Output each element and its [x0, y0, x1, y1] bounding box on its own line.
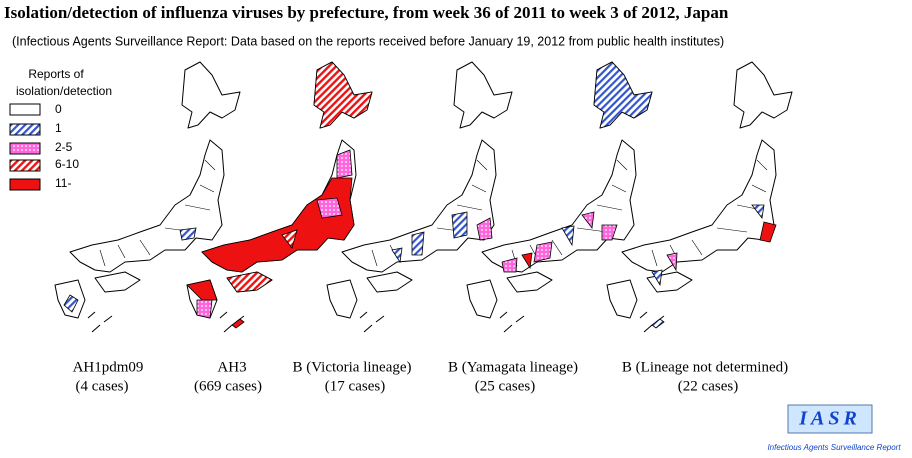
prefecture-fill: [759, 221, 777, 243]
logo: IASR Infectious Agents Surveillance Repo…: [767, 404, 901, 452]
map-cases: (4 cases): [76, 378, 129, 394]
map-label: AH1pdm09: [73, 359, 144, 375]
japan-map: [466, 61, 653, 333]
prefecture-fill: [651, 318, 665, 329]
legend-swatch: [9, 178, 41, 191]
logo-text: IASR: [798, 408, 861, 430]
logo-caption: Infectious Agents Surveillance Report: [767, 443, 901, 452]
map-cases: (22 cases): [678, 378, 738, 394]
map-cases: (17 cases): [325, 378, 385, 394]
prefecture-fill: [751, 204, 765, 219]
prefecture-fill: [179, 227, 197, 241]
legend-swatch: [9, 103, 41, 116]
subtitle: (Infectious Agents Surveillance Report: …: [12, 34, 724, 48]
prefecture-fill: [281, 229, 298, 249]
logo-box: [787, 404, 873, 434]
prefecture-fill: [561, 225, 575, 247]
map-label: B (Lineage not determined): [622, 359, 788, 375]
legend-label: 6-10: [55, 157, 79, 171]
legend-title: Reports of: [28, 67, 84, 81]
prefecture-fill: [196, 299, 213, 319]
prefecture-fill: [521, 252, 533, 270]
legend-title: isolation/detection: [16, 84, 112, 98]
title: Isolation/detection of influenza viruses…: [4, 3, 729, 22]
legend: Reports of isolation/detection 0 1 2-5 6…: [9, 67, 112, 191]
map-cases: (669 cases): [194, 378, 262, 394]
prefecture-fill: [231, 318, 245, 329]
prefecture-fill: [593, 61, 653, 129]
prefecture-fill: [651, 269, 663, 287]
prefecture-fill: [201, 177, 355, 273]
legend-label: 11-: [55, 176, 71, 190]
prefecture-fill: [411, 231, 425, 256]
japan-map: [326, 61, 513, 333]
prefecture-fill: [313, 61, 373, 129]
map-label: B (Victoria lineage): [292, 359, 411, 375]
prefecture-fill: [336, 149, 353, 179]
map-cases: (25 cases): [475, 378, 535, 394]
prefecture-fill: [226, 271, 273, 293]
prefecture-fill: [533, 241, 553, 263]
japan-map: [186, 61, 373, 333]
legend-label: 1: [55, 121, 62, 135]
legend-swatch: [9, 142, 41, 155]
prefecture-fill: [476, 217, 493, 241]
legend-swatch: [9, 123, 41, 136]
prefecture-fill: [451, 211, 468, 239]
prefecture-fill: [501, 257, 518, 273]
prefecture-fill: [601, 224, 618, 241]
prefecture-fill: [666, 252, 678, 272]
japan-map: [54, 61, 241, 333]
legend-label: 0: [55, 102, 62, 116]
legend-swatch: [9, 159, 41, 172]
map-label: B (Yamagata lineage): [448, 359, 578, 375]
maps: AH1pdm09 (4 cases) AH3 (669 cases) B (Victor…: [54, 61, 793, 394]
prefecture-fill: [391, 247, 403, 264]
japan-map: [606, 61, 793, 333]
prefecture-fill: [316, 197, 343, 219]
legend-label: 2-5: [55, 140, 73, 154]
prefecture-fill: [581, 211, 595, 230]
prefecture-fill: [63, 294, 79, 313]
prefecture-fill: [186, 279, 218, 301]
map-label: AH3: [217, 359, 246, 375]
